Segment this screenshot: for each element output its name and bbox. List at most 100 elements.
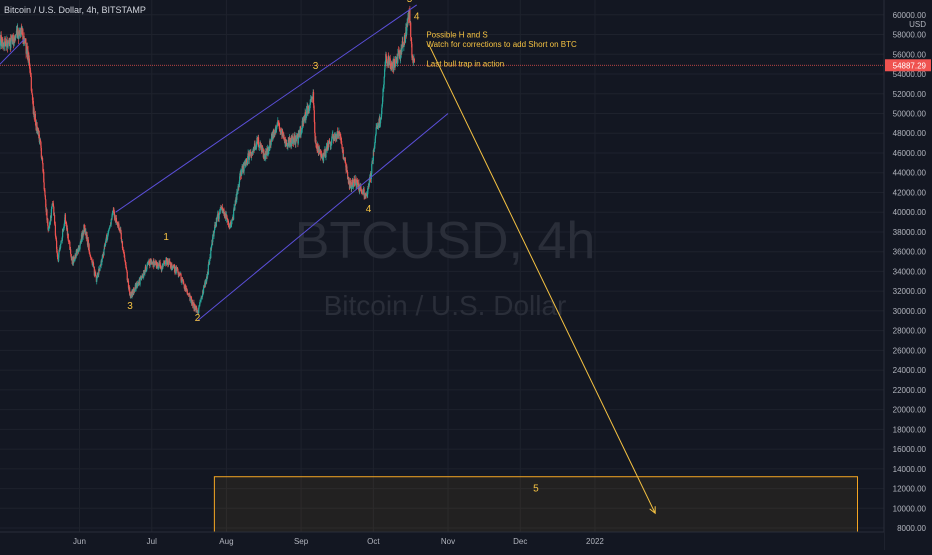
candle-body: [292, 136, 294, 144]
candle-body: [383, 84, 385, 89]
candle-body: [53, 215, 56, 224]
candle-body: [98, 270, 101, 272]
wave-label: 5: [407, 0, 413, 5]
candle-body: [359, 187, 361, 192]
candle-body: [308, 108, 310, 112]
candle-body: [307, 107, 309, 115]
candle-body: [49, 222, 51, 223]
candle-body: [411, 43, 413, 58]
candle-body: [65, 221, 67, 224]
candle-body: [76, 252, 79, 253]
candle-body: [216, 216, 218, 221]
candle-body: [377, 126, 379, 128]
candle-body: [400, 57, 402, 59]
candle-body: [200, 297, 203, 299]
candle-body: [350, 182, 352, 189]
chart-header-title: Bitcoin / U.S. Dollar, 4h, BITSTAMP: [4, 5, 146, 15]
price-tick-label: 44000.00: [893, 169, 927, 178]
candle-body: [113, 210, 115, 212]
candle-body: [201, 295, 203, 297]
candle-body: [54, 224, 57, 236]
candle-body: [90, 258, 93, 260]
candle-body: [382, 88, 384, 90]
candle-body: [217, 213, 219, 219]
candle-body: [383, 69, 386, 77]
candle-body: [59, 247, 61, 249]
candle-body: [218, 212, 221, 215]
candle-body: [149, 263, 151, 266]
candle-body: [50, 209, 52, 218]
candle-body: [272, 130, 274, 140]
candle-body: [297, 133, 299, 144]
candle-body: [323, 154, 325, 156]
candle-body: [90, 256, 92, 259]
candle-body: [5, 42, 7, 47]
candle-body: [343, 157, 345, 160]
candle-body: [276, 126, 278, 129]
candle-body: [357, 183, 359, 185]
candle-body: [381, 107, 383, 115]
candle-body: [37, 129, 40, 137]
candle-body: [293, 137, 295, 142]
candle-body: [98, 268, 100, 275]
candle-body: [371, 160, 373, 165]
candle-body: [400, 48, 402, 58]
candle-body: [354, 183, 356, 184]
candle-body: [267, 147, 269, 153]
candle-body: [32, 100, 34, 101]
candle-body: [239, 176, 241, 182]
candle-body: [30, 76, 32, 91]
candle-body: [147, 262, 149, 263]
candle-body: [355, 178, 357, 186]
candle-body: [103, 249, 105, 256]
candle-body: [168, 261, 170, 265]
candle-body: [346, 166, 348, 173]
candle-body: [224, 213, 226, 217]
candle-body: [358, 182, 360, 191]
candle-body: [7, 43, 10, 44]
candle-body: [282, 132, 284, 137]
candle-body: [283, 137, 285, 139]
time-axis[interactable]: Jun Jul Aug Sep Oct Nov Dec 2022: [0, 531, 884, 550]
candle-body: [202, 287, 205, 293]
candle-body: [366, 194, 368, 196]
candle-body: [14, 37, 16, 39]
candle-body: [157, 264, 159, 267]
candle-body: [30, 73, 32, 77]
candle-body: [231, 221, 233, 225]
candle-body: [120, 232, 122, 240]
candle-body: [380, 114, 382, 119]
candle-body: [336, 133, 338, 139]
candle-body: [129, 287, 131, 295]
candle-body: [35, 121, 37, 123]
candle-body: [201, 296, 203, 298]
price-tick-label: 36000.00: [893, 248, 927, 257]
price-axis[interactable]: 8000.00 10000.00 12000.00 14000.00 16000.00 1…: [883, 0, 932, 550]
candle-body: [320, 153, 323, 157]
candle-body: [162, 264, 164, 265]
candle-body: [406, 26, 408, 35]
candle-body: [61, 237, 63, 241]
candle-body: [94, 271, 96, 276]
candle-body: [254, 143, 256, 148]
candle-body: [340, 140, 342, 142]
candle-body: [96, 275, 98, 279]
candle-body: [285, 144, 287, 145]
candle-body: [386, 63, 389, 66]
price-tick-label: 28000.00: [893, 327, 927, 336]
candle-body: [241, 166, 244, 169]
candle-body: [404, 36, 406, 43]
candle-body: [45, 199, 47, 208]
upper-left-channel-line: [0, 39, 25, 65]
candle-body: [122, 249, 124, 252]
candle-body: [54, 223, 56, 225]
candle-body: [106, 236, 108, 240]
candle-body: [29, 63, 31, 69]
candle-body: [380, 118, 382, 121]
candle-body: [384, 63, 386, 66]
candle-body: [112, 210, 114, 213]
candle-body: [368, 178, 370, 186]
candle-body: [343, 159, 346, 160]
candle-body: [140, 276, 142, 278]
